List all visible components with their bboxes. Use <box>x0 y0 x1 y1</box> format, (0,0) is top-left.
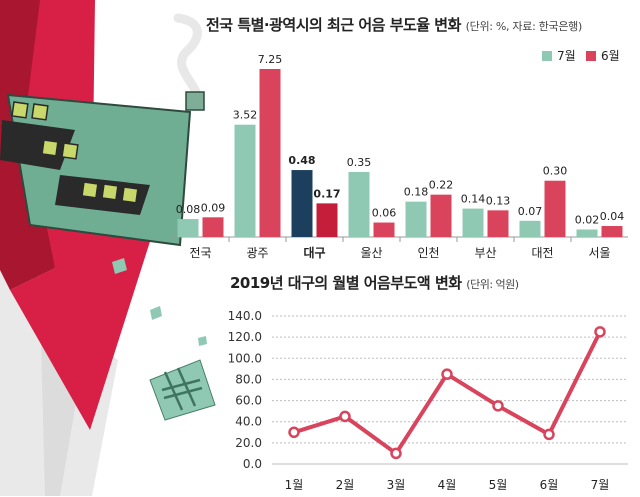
bar-인천-6월 <box>430 194 452 237</box>
bar-부산-7월 <box>462 208 484 237</box>
legend-swatch-june <box>586 50 596 61</box>
bar-chart: 0.08 0.09 전국 3.52 7.25 광주 0.48 0.17 대구 0.35 0.06 울산… <box>172 53 628 260</box>
confetti-shape <box>198 336 207 346</box>
data-label-인천-7월: 0.18 <box>404 186 429 199</box>
smoke-shape <box>173 13 203 101</box>
data-label-광주-6월: 7.25 <box>258 53 283 66</box>
bar-대구-7월 <box>291 170 313 237</box>
x-tick-label-2월: 2월 <box>336 478 355 492</box>
y-tick-label: 20.0 <box>235 436 262 450</box>
data-label-대구-6월: 0.17 <box>313 187 340 200</box>
data-label-울산-6월: 0.06 <box>372 207 397 220</box>
y-tick-label: 100.0 <box>228 351 262 365</box>
factory-window-shape <box>31 103 49 121</box>
y-tick-label: 120.0 <box>228 330 262 344</box>
data-label-서울-7월: 0.02 <box>575 214 600 227</box>
data-label-인천-6월: 0.22 <box>429 179 454 192</box>
data-point-2월 <box>339 410 351 423</box>
factory-window-shape <box>11 101 29 119</box>
line-chart-title-block: 2019년 대구의 월별 어음부도액 변화 (단위: 억원) <box>230 272 519 293</box>
bar-서울-7월 <box>576 229 598 237</box>
category-label-서울: 서울 <box>588 246 610 260</box>
data-label-광주-7월: 3.52 <box>233 109 258 122</box>
data-label-대구-7월: 0.48 <box>288 154 315 167</box>
category-label-대전: 대전 <box>531 246 553 260</box>
x-tick-label-7월: 7월 <box>591 478 610 492</box>
won-symbol-shape <box>161 367 203 411</box>
y-tick-label: 80.0 <box>235 372 262 386</box>
bar-울산-7월 <box>348 172 370 237</box>
x-tick-label-4월: 4월 <box>438 478 457 492</box>
data-label-부산-7월: 0.14 <box>461 193 486 206</box>
factory-window-shape <box>81 181 99 199</box>
category-label-대구: 대구 <box>303 246 325 260</box>
data-label-대전-6월: 0.30 <box>543 165 568 178</box>
data-point-5월 <box>492 400 504 412</box>
legend-label-july: 7월 <box>557 49 576 63</box>
bar-광주-6월 <box>259 69 281 237</box>
chimney-shape <box>185 91 205 111</box>
category-label-울산: 울산 <box>360 246 382 260</box>
data-point-1월 <box>288 426 300 439</box>
data-label-대전-7월: 0.07 <box>518 205 543 218</box>
factory-roof-shape <box>0 120 75 170</box>
bar-전국-6월 <box>202 217 224 237</box>
bar-광주-7월 <box>234 124 256 237</box>
y-tick-label: 140.0 <box>228 309 262 323</box>
data-label-울산-7월: 0.35 <box>347 156 372 169</box>
category-label-인천: 인천 <box>417 245 439 260</box>
x-tick-label-3월: 3월 <box>387 478 406 492</box>
bar-대구-6월 <box>316 203 338 237</box>
bar-chart-title-block: 전국 특별·광역시의 최근 어음 부도율 변화 (단위: %, 자료: 한국은행… <box>206 14 582 35</box>
legend-label-june: 6월 <box>601 49 620 63</box>
bar-서울-6월 <box>601 226 623 237</box>
bar-인천-7월 <box>405 201 427 237</box>
confetti-shape <box>112 258 127 274</box>
data-point-4월 <box>441 368 453 380</box>
bar-전국-7월 <box>177 219 199 237</box>
legend-item-july: 7월 <box>542 47 576 64</box>
x-tick-label-5월: 5월 <box>489 478 508 492</box>
x-tick-label-1월: 1월 <box>285 478 304 492</box>
data-label-부산-6월: 0.13 <box>486 194 511 207</box>
category-label-광주: 광주 <box>246 246 268 260</box>
factory-window-shape <box>121 186 139 204</box>
data-label-전국-6월: 0.09 <box>201 201 226 214</box>
legend-swatch-july <box>542 50 552 61</box>
x-tick-label-6월: 6월 <box>540 478 559 492</box>
factory-window-shape <box>101 183 119 201</box>
data-label-전국-7월: 0.08 <box>176 203 201 216</box>
data-point-6월 <box>543 428 555 441</box>
y-tick-label: 0.0 <box>243 457 262 471</box>
bar-chart-title: 전국 특별·광역시의 최근 어음 부도율 변화 <box>206 16 461 34</box>
line-chart-title: 2019년 대구의 월별 어음부도액 변화 <box>230 274 462 292</box>
line-chart-unit-note: (단위: 억원) <box>466 278 519 291</box>
data-point-3월 <box>390 447 402 460</box>
factory-window-shape <box>61 142 79 160</box>
bar-chart-unit-note: (단위: %, 자료: 한국은행) <box>465 20 583 33</box>
y-tick-label: 60.0 <box>235 394 262 408</box>
bar-대전-6월 <box>544 180 566 237</box>
bar-대전-7월 <box>519 220 541 237</box>
factory-window-shape <box>41 139 59 157</box>
confetti-shape <box>150 306 162 320</box>
bar-울산-6월 <box>373 222 395 237</box>
category-label-전국: 전국 <box>189 246 211 260</box>
data-point-7월 <box>594 326 606 338</box>
data-label-서울-6월: 0.04 <box>600 210 625 223</box>
category-label-부산: 부산 <box>474 246 496 260</box>
y-tick-label: 40.0 <box>235 415 262 429</box>
bar-부산-6월 <box>487 210 509 237</box>
legend-item-june: 6월 <box>586 47 620 64</box>
